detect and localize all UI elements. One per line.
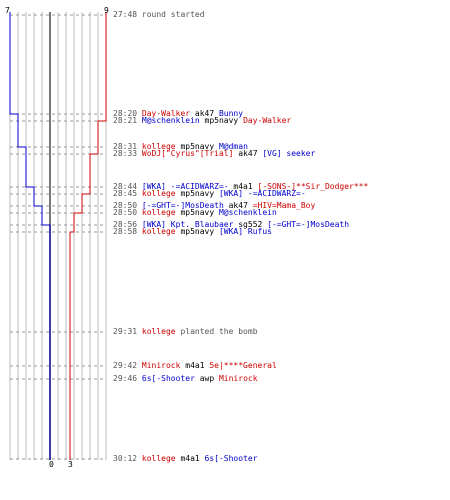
event-time: 28:45 bbox=[113, 189, 142, 198]
event-time: 30:12 bbox=[113, 454, 142, 463]
event-text: kollege bbox=[141, 142, 176, 151]
event-text: M@dman bbox=[218, 142, 248, 151]
event-row: 29:46 6s[-Shooter awp Minirock bbox=[113, 374, 258, 383]
event-row: 29:31 kollege planted the bomb bbox=[113, 327, 258, 336]
event-text: mp5navy bbox=[175, 189, 219, 198]
event-text: m4a1 bbox=[175, 454, 205, 463]
event-text: mp5navy bbox=[199, 116, 244, 125]
event-text: awp bbox=[194, 374, 219, 383]
event-time: 28:58 bbox=[113, 227, 142, 236]
event-text: round started bbox=[141, 10, 205, 19]
event-text: [-=GHT=-]MosDeath bbox=[141, 201, 224, 210]
event-row: 28:50 [-=GHT=-]MosDeath ak47 =HIV=Mama_B… bbox=[113, 201, 315, 210]
event-text: planted the bomb bbox=[175, 327, 258, 336]
event-time: 28:44 bbox=[113, 182, 142, 191]
red-team-alive-line bbox=[69, 12, 107, 460]
event-row: 28:21 M@schenklein mp5navy Day-Walker bbox=[113, 116, 291, 125]
event-text: [-SONS-]**Sir_Dodger*** bbox=[257, 182, 369, 191]
event-text: mp5navy bbox=[175, 208, 219, 217]
blue-team-alive-line bbox=[9, 12, 51, 460]
red-start-count: 9 bbox=[104, 6, 109, 15]
event-text: sg552 bbox=[233, 220, 268, 229]
event-row: 28:44 [WKA] -=ACIDWARZ=- m4a1 [-SONS-]**… bbox=[113, 182, 368, 191]
event-text: [WKA] Kpt. Blaubaer bbox=[141, 220, 234, 229]
event-text: [WKA] -=ACIDWARZ=- bbox=[141, 182, 229, 191]
event-text: m4a1 bbox=[180, 361, 210, 370]
event-text: kollege bbox=[141, 454, 176, 463]
event-text: M@schenklein bbox=[218, 208, 277, 217]
event-text: [WKA] -=ACIDWARZ=- bbox=[218, 189, 306, 198]
event-time: 28:50 bbox=[113, 208, 142, 217]
event-text: Day-Walker bbox=[243, 116, 292, 125]
event-time: 28:50 bbox=[113, 201, 142, 210]
event-row: 29:42 Minirock m4a1 5e|****General bbox=[113, 361, 277, 370]
event-row: 28:20 Day-Walker ak47 Bunny bbox=[113, 109, 243, 118]
event-time: 28:56 bbox=[113, 220, 142, 229]
event-row: 28:33 WoDJ["Cyrus"[Trial] ak47 [VG] seek… bbox=[113, 149, 315, 158]
event-row: 30:12 kollege m4a1 6s[-Shooter bbox=[113, 454, 258, 463]
event-row: 28:50 kollege mp5navy M@schenklein bbox=[113, 208, 277, 217]
blue-end-count: 0 bbox=[49, 460, 54, 469]
event-row: 28:45 kollege mp5navy [WKA] -=ACIDWARZ=- bbox=[113, 189, 306, 198]
event-text: Day-Walker bbox=[141, 109, 191, 118]
event-text: 6s[-Shooter bbox=[204, 454, 258, 463]
event-text: [WKA] Rufus bbox=[218, 227, 272, 236]
event-text: M@schenklein bbox=[141, 116, 200, 125]
event-text: Minirock bbox=[218, 374, 258, 383]
event-time: 29:42 bbox=[113, 361, 142, 370]
event-text: ak47 bbox=[190, 109, 219, 118]
event-row: 28:58 kollege mp5navy [WKA] Rufus bbox=[113, 227, 272, 236]
grid-lines bbox=[9, 12, 107, 460]
event-row: 27:48 round started bbox=[113, 10, 205, 19]
event-text: [-=GHT=-]MosDeath bbox=[267, 220, 350, 229]
event-text: WoDJ["Cyrus"[Trial] bbox=[141, 149, 234, 158]
event-time: 28:20 bbox=[113, 109, 142, 118]
event-row: 28:31 kollege mp5navy M@dman bbox=[113, 142, 248, 151]
event-text: ak47 bbox=[233, 149, 263, 158]
event-text: m4a1 bbox=[228, 182, 258, 191]
event-time: 29:46 bbox=[113, 374, 142, 383]
event-text: [VG] seeker bbox=[262, 149, 316, 158]
red-end-count: 3 bbox=[68, 460, 73, 469]
event-text: =HIV=Mama_Boy bbox=[252, 201, 316, 210]
event-text: 5e|****General bbox=[209, 361, 277, 370]
event-text: kollege bbox=[141, 208, 176, 217]
event-text: Minirock bbox=[141, 361, 181, 370]
event-time: 28:21 bbox=[113, 116, 142, 125]
event-time: 28:31 bbox=[113, 142, 142, 151]
event-text: kollege bbox=[141, 327, 176, 336]
event-time: 28:33 bbox=[113, 149, 142, 158]
blue-start-count: 7 bbox=[5, 6, 10, 15]
event-text: Bunny bbox=[218, 109, 244, 118]
event-time: 27:48 bbox=[113, 10, 142, 19]
event-row: 28:56 [WKA] Kpt. Blaubaer sg552 [-=GHT=-… bbox=[113, 220, 349, 229]
event-text: mp5navy bbox=[175, 227, 219, 236]
event-text: kollege bbox=[141, 189, 176, 198]
event-text: 6s[-Shooter bbox=[141, 374, 195, 383]
event-text: mp5navy bbox=[175, 142, 219, 151]
event-text: ak47 bbox=[223, 201, 253, 210]
event-text: kollege bbox=[141, 227, 176, 236]
event-time: 29:31 bbox=[113, 327, 142, 336]
